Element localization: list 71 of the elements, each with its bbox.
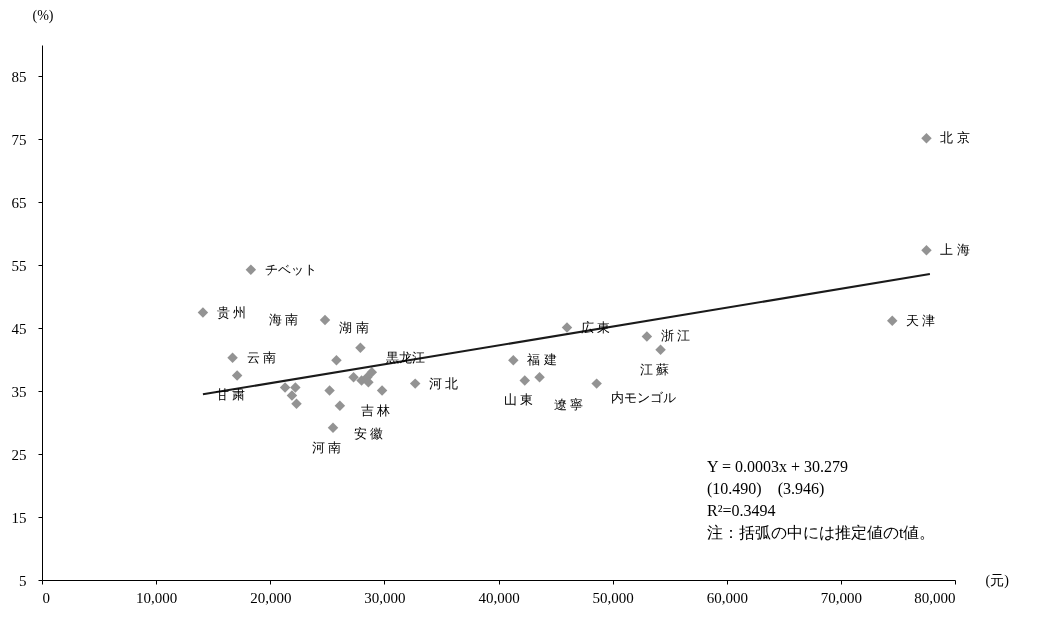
point (231, 370, 243, 381)
point (921, 132, 932, 144)
annotation: 天 津 (906, 312, 936, 328)
annotation: 注：括弧の中には推定値のt値。 (707, 524, 936, 541)
annotation: 福 建 (527, 352, 557, 368)
x-tick-label: 50,000 (592, 589, 634, 606)
point (348, 372, 359, 383)
point (331, 355, 342, 366)
y-tick-label: 25 (11, 446, 27, 463)
annotation: (10.490) (3.946) (707, 480, 825, 498)
x-tick-label: 0 (42, 589, 50, 606)
y-tick-label: 75 (11, 131, 27, 148)
point (227, 352, 238, 364)
point (197, 307, 209, 318)
y-tick-label: 35 (11, 383, 27, 400)
annotation: 遼 寧 (553, 397, 583, 413)
point (319, 314, 331, 326)
x-tick-label: 80,000 (914, 589, 956, 606)
annotation: Y = 0.0003x + 30.279 (707, 458, 849, 475)
annotation: 甘 粛 (216, 387, 246, 403)
point (286, 390, 298, 401)
point (534, 372, 545, 383)
annotation: 江 蘇 (639, 361, 669, 377)
point (508, 355, 519, 366)
annotation: 上 海 (940, 242, 970, 258)
y-tick-label: 65 (11, 194, 27, 211)
y-tick-label: 5 (19, 572, 27, 589)
x-tick-label: 20,000 (250, 589, 292, 606)
annotation: 贵 州 (216, 304, 247, 320)
annotation: チベット (264, 261, 317, 277)
annotation: 安 徽 (353, 425, 384, 441)
x-tick-label: 40,000 (478, 589, 520, 606)
x-tick-label: 10,000 (136, 589, 178, 606)
point (641, 331, 653, 342)
point (376, 385, 388, 396)
y-axis-title: (%) (32, 7, 54, 24)
point (334, 400, 346, 411)
point (327, 422, 339, 433)
y-tick-label: 15 (11, 509, 27, 526)
y-tick-label: 45 (11, 320, 27, 337)
annotation: 海 南 (269, 312, 299, 328)
point (886, 315, 898, 326)
point (409, 378, 421, 389)
annotation: 北 京 (940, 130, 970, 146)
annotation: 河 北 (429, 375, 459, 391)
point (655, 344, 666, 355)
annotation: 云 南 (246, 349, 276, 365)
point (561, 322, 573, 333)
x-tick-label: 30,000 (364, 589, 406, 606)
annotation: 吉 林 (361, 402, 391, 418)
point (291, 398, 302, 410)
point (519, 375, 530, 386)
annotation: R²=0.3494 (707, 502, 776, 519)
point (366, 367, 378, 378)
point (290, 382, 301, 393)
point (324, 385, 335, 396)
annotation: 浙 江 (660, 328, 691, 344)
x-tick-label: 70,000 (820, 589, 862, 606)
annotation: 内モンゴル (610, 389, 676, 405)
point (591, 378, 602, 389)
point (921, 244, 932, 256)
annotation: 河 南 (312, 439, 342, 455)
x-tick-label: 60,000 (706, 589, 748, 606)
point (279, 382, 291, 393)
y-tick-label: 55 (11, 257, 27, 274)
point (355, 342, 366, 353)
annotation: 湖 南 (339, 319, 369, 335)
point (245, 264, 257, 275)
y-tick-label: 85 (11, 68, 27, 85)
x-axis-title: (元) (985, 572, 1010, 589)
annotation: 山 東 (503, 392, 533, 408)
